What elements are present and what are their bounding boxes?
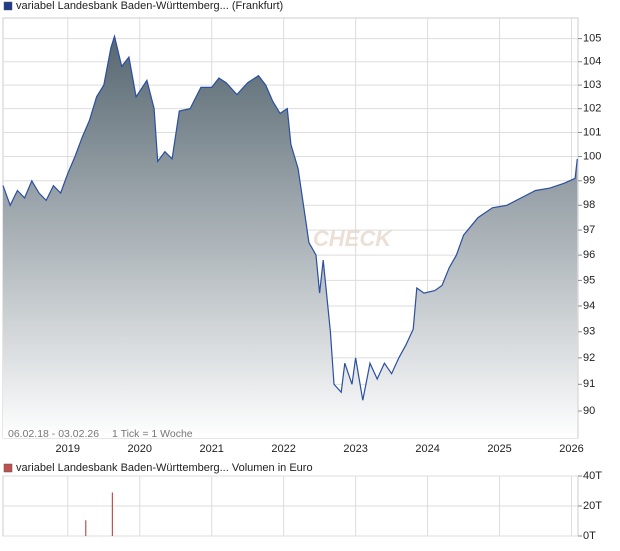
price-line bbox=[2, 34, 578, 401]
y-tick-label: 100 bbox=[583, 150, 601, 162]
legend-label: variabel Landesbank Baden-Württemberg...… bbox=[16, 0, 283, 12]
y-tick-label: 103 bbox=[583, 79, 601, 91]
legend-swatch bbox=[3, 463, 13, 473]
y-tick-label: 104 bbox=[583, 56, 601, 68]
y-tick-label: 105 bbox=[583, 33, 601, 45]
y-tick-label: 90 bbox=[583, 405, 595, 417]
date-range: 06.02.18 - 03.02.26 bbox=[8, 428, 99, 440]
x-tick-label: 2021 bbox=[199, 443, 223, 455]
watermark: CHECK bbox=[313, 226, 393, 251]
legend-swatch bbox=[3, 1, 13, 11]
x-tick-label: 2024 bbox=[415, 443, 439, 455]
y-tick-label: 98 bbox=[583, 199, 595, 211]
y-tick-label: 92 bbox=[583, 352, 595, 364]
y-tick-label: 99 bbox=[583, 175, 595, 187]
x-tick-label: 2026 bbox=[559, 443, 583, 455]
y-tick-label: 91 bbox=[583, 378, 595, 390]
legend-label: variabel Landesbank Baden-Württemberg...… bbox=[16, 462, 313, 474]
y-tick-label: 101 bbox=[583, 126, 601, 138]
x-tick-label: 2019 bbox=[56, 443, 80, 455]
y-tick-label: 40T bbox=[583, 470, 602, 482]
x-tick-label: 2022 bbox=[271, 443, 295, 455]
volume-bar bbox=[111, 492, 113, 536]
tick-note: 1 Tick = 1 Woche bbox=[112, 428, 193, 440]
x-tick-label: 2025 bbox=[487, 443, 511, 455]
area-fill bbox=[3, 36, 578, 439]
y-tick-label: 93 bbox=[583, 326, 595, 338]
y-tick-label: 97 bbox=[583, 224, 595, 236]
y-tick-label: 94 bbox=[583, 300, 595, 312]
y-tick-label: 0T bbox=[583, 530, 596, 542]
volume-bar bbox=[85, 520, 87, 536]
x-tick-label: 2023 bbox=[343, 443, 367, 455]
y-tick-label: 96 bbox=[583, 249, 595, 261]
y-tick-label: 20T bbox=[583, 500, 602, 512]
x-tick-label: 2020 bbox=[127, 443, 151, 455]
y-tick-label: 102 bbox=[583, 103, 601, 115]
y-tick-label: 95 bbox=[583, 274, 595, 286]
